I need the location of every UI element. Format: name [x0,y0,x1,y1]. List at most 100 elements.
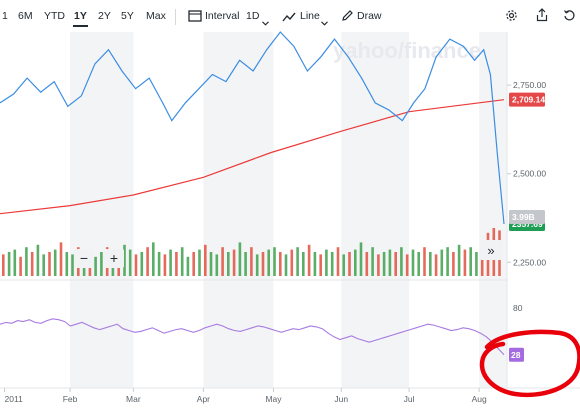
volume-bar [377,254,380,276]
month-band [203,32,274,388]
toolbar: 1 6M YTD 1Y 2Y 5Y Max Interval 1D Line D… [0,0,580,32]
volume-bar [296,247,299,276]
x-tick-label: 2011 [5,394,24,404]
volume-bar [175,252,178,276]
volume-bar [134,254,138,276]
line-chart-icon[interactable] [282,10,296,28]
share-icon[interactable] [536,8,548,27]
volume-tag: 3.99B [509,210,545,224]
volume-bar [42,254,45,276]
gear-icon[interactable] [505,9,518,27]
volume-tag-bg [509,210,545,224]
volume-bar [365,252,369,276]
volume-bar [463,249,467,276]
range-1d[interactable]: 1 [2,10,8,22]
volume-bar [192,252,195,276]
volume-bar [186,256,190,276]
x-tick-label: Jul [404,394,415,404]
price-tags: 2,709.14 2357.693.99B [509,92,545,232]
volume-bar [215,254,219,276]
interval-value[interactable]: 1D [246,10,260,22]
range-ytd[interactable]: YTD [44,10,65,22]
volume-bar [152,242,155,276]
volume-bar [209,252,213,276]
watermark: yahoo/finance [333,38,481,63]
volume-bar [342,254,345,276]
chart-type-label[interactable]: Line [300,10,320,22]
volume-bar [313,252,317,276]
sma-price-tag-value: 2,709.14 [512,95,545,105]
volume-bar [325,249,328,276]
zoom-out-button[interactable]: − [74,249,94,268]
volume-bar [400,247,403,276]
volume-bar [128,249,132,276]
volume-bar [59,242,63,276]
volume-bar [354,249,357,276]
price-axis: 2,750.00 2,500.00 2,250.00 [507,80,546,267]
volume-bar [157,252,161,276]
chevron-down-icon[interactable] [262,13,269,31]
volume-bar [221,247,224,276]
rsi-panel: 80 28 [0,303,524,362]
volume-bar [267,249,270,276]
volume-bar [452,252,455,276]
expand-button-bg [480,240,502,260]
volume-bar [94,256,97,276]
volume-bar [13,249,17,276]
volume-bar [429,252,432,276]
volume-bar [302,252,305,276]
volume-bar [53,249,57,276]
volume-bar [146,247,149,276]
volume-bar [446,247,449,276]
volume-bar [394,252,397,276]
x-tick-label: Mar [126,394,141,404]
volume-bar [434,254,438,276]
volume-bar [382,252,386,276]
last-price-tag-value: 2357.69 [512,219,543,229]
zoom-in-button[interactable]: + [104,249,124,268]
reset-icon[interactable] [563,9,576,27]
range-1y[interactable]: 1Y [73,10,88,27]
pencil-icon[interactable] [341,9,354,27]
volume-bar [7,252,11,276]
chevron-down-icon[interactable] [321,13,328,31]
volume-bar [261,252,265,276]
draw-label[interactable]: Draw [357,10,382,22]
volume-bar [36,244,40,276]
volume-bar [348,252,351,276]
range-max[interactable]: Max [146,10,166,22]
volume-bar [475,252,478,276]
volume-bar [307,244,311,276]
range-2y[interactable]: 2Y [98,10,111,22]
zoom-in-label: + [110,250,118,266]
volume-bar [284,254,288,276]
volume-bar [359,242,363,276]
volume-bar [100,252,103,276]
x-tick-label: Apr [197,394,210,404]
range-6m[interactable]: 6M [18,10,33,22]
x-axis: 2011 Feb Mar Apr May Jun Jul Aug [4,388,487,404]
interval-label[interactable]: Interval [205,10,240,22]
volume-bar [336,247,340,276]
sma-line [0,99,505,215]
volume-bar [244,252,247,276]
volume-bar [423,247,426,276]
price-line [0,31,505,225]
rsi-tick-label: 80 [513,303,523,313]
range-5y[interactable]: 5Y [121,10,134,22]
volume-bar [169,249,172,276]
volume-bar [457,244,461,276]
volume-bar [411,249,415,276]
expand-button[interactable]: » [480,240,502,260]
volume-bar [238,242,242,276]
rsi-tag-value: 28 [511,350,521,360]
volume-bar [140,252,144,276]
volume-bar [388,249,392,276]
volume-tag-value: 3.99B [512,212,535,222]
volume-bar [65,252,69,276]
volume-bar [48,252,51,276]
month-band [341,32,410,388]
price-tick-label: 2,500.00 [513,169,546,179]
candles-icon[interactable] [188,9,202,28]
